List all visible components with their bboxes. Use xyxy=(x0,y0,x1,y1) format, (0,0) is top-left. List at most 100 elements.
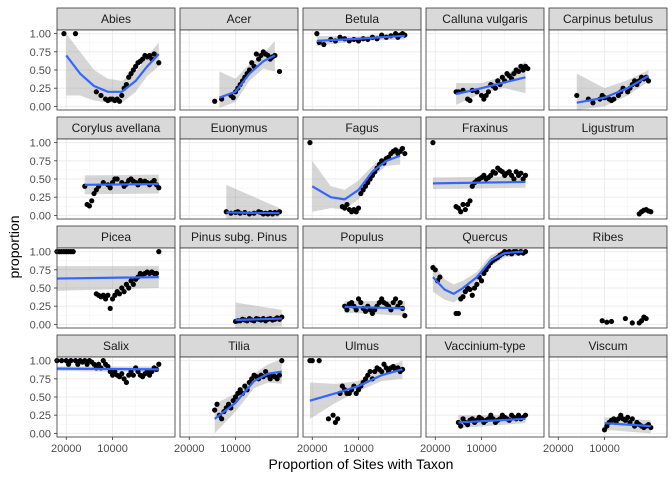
data-point xyxy=(212,407,218,413)
data-point xyxy=(462,206,468,213)
data-point xyxy=(467,198,473,204)
smooth-trend-line xyxy=(84,182,159,186)
data-point xyxy=(126,285,132,291)
panel-title: Ligustrum xyxy=(582,121,635,135)
data-point xyxy=(525,65,531,72)
y-tick-label: 1.00 xyxy=(30,138,51,150)
data-point xyxy=(123,379,130,386)
panel-title: Corylus avellana xyxy=(72,121,161,135)
data-point xyxy=(86,203,92,209)
panel-populus: Populus xyxy=(302,225,422,329)
data-point xyxy=(253,51,259,57)
panel-title: Ulmus xyxy=(345,339,379,353)
data-point xyxy=(89,198,95,204)
panel-border xyxy=(179,138,299,220)
x-tick-label: 10000 xyxy=(343,443,374,455)
y-tick-label: 0.25 xyxy=(30,83,51,95)
panel-border xyxy=(548,138,668,220)
data-point xyxy=(214,401,220,407)
panel-title: Pinus subg. Pinus xyxy=(191,230,287,244)
smooth-trend-line xyxy=(432,250,524,295)
data-point xyxy=(130,281,136,287)
data-point xyxy=(321,41,327,48)
data-point xyxy=(379,368,385,375)
data-point xyxy=(645,78,652,84)
data-point xyxy=(325,416,332,422)
panel-border xyxy=(548,356,668,438)
data-point xyxy=(467,286,473,293)
panel-border xyxy=(425,356,545,438)
data-point xyxy=(72,31,79,37)
y-tick-label: 0.50 xyxy=(30,283,51,295)
data-point xyxy=(130,372,136,378)
panel-title: Carpinus betulus xyxy=(563,12,653,26)
data-point xyxy=(367,368,373,375)
data-point xyxy=(458,423,464,429)
panel-title: Populus xyxy=(340,230,383,244)
data-point xyxy=(355,205,362,211)
data-point xyxy=(344,307,350,313)
data-point xyxy=(397,299,403,306)
smooth-trend-line xyxy=(316,34,405,43)
smooth-trend-line xyxy=(604,422,651,428)
panel-border xyxy=(548,247,668,329)
data-point xyxy=(458,209,464,215)
smooth-trend-line xyxy=(576,74,650,104)
data-point xyxy=(68,358,74,364)
data-point xyxy=(119,371,125,377)
panel-title: Ribes xyxy=(593,230,624,244)
panel-ulmus: Ulmus 20000 10000 xyxy=(297,334,422,455)
panel-title: Acer xyxy=(227,12,252,26)
data-point xyxy=(153,270,160,277)
data-point xyxy=(590,100,596,106)
panel-salix: Salix 0.00 0.25 0.50 0.75 1.00 20000 10000 xyxy=(30,334,176,455)
data-point xyxy=(574,92,580,99)
panel-title: Fraxinus xyxy=(462,121,508,135)
panel-carpinus-betulus: Carpinus betulus xyxy=(548,7,668,111)
data-point xyxy=(276,372,283,378)
panel-picea: Picea 0.00 0.25 0.50 0.75 1.00 xyxy=(30,225,176,331)
data-point xyxy=(629,416,635,422)
data-point xyxy=(460,201,466,208)
smooth-trend-line xyxy=(214,370,282,420)
data-point xyxy=(335,416,341,422)
data-point xyxy=(522,412,529,418)
y-tick-label: 0.75 xyxy=(30,156,51,168)
data-point xyxy=(648,209,654,215)
data-point xyxy=(492,85,499,91)
y-tick-label: 0.25 xyxy=(30,301,51,313)
x-tick-label: 10000 xyxy=(466,443,497,455)
smooth-trend-line xyxy=(455,76,526,96)
panel-border xyxy=(179,247,299,329)
data-point xyxy=(276,68,283,75)
data-point xyxy=(469,292,475,298)
data-point xyxy=(219,416,225,422)
panel-title: Salix xyxy=(103,339,129,353)
data-point xyxy=(279,358,285,364)
data-point xyxy=(119,92,125,99)
data-point xyxy=(522,249,529,255)
data-point xyxy=(515,68,522,75)
panel-fraxinus: Fraxinus xyxy=(425,116,545,220)
panel-fagus: Fagus xyxy=(302,116,422,220)
data-point xyxy=(362,308,369,314)
data-point xyxy=(402,313,408,319)
data-point xyxy=(518,170,524,176)
panel-title: Euonymus xyxy=(211,121,268,135)
data-point xyxy=(309,358,315,364)
panel-acer: Acer xyxy=(179,7,299,111)
y-tick-label: 1.00 xyxy=(30,356,51,368)
data-point xyxy=(156,249,162,255)
panel-border xyxy=(179,356,299,438)
x-tick-label: 10000 xyxy=(220,443,251,455)
data-point xyxy=(467,97,473,104)
data-point xyxy=(107,305,113,311)
panel-border xyxy=(425,247,545,329)
panel-title: Betula xyxy=(345,12,379,26)
y-tick-label: 0.50 xyxy=(30,392,51,404)
panel-title: Picea xyxy=(101,230,131,244)
data-point xyxy=(392,296,399,302)
data-point xyxy=(61,31,67,37)
panel-quercus: Quercus xyxy=(425,225,545,329)
